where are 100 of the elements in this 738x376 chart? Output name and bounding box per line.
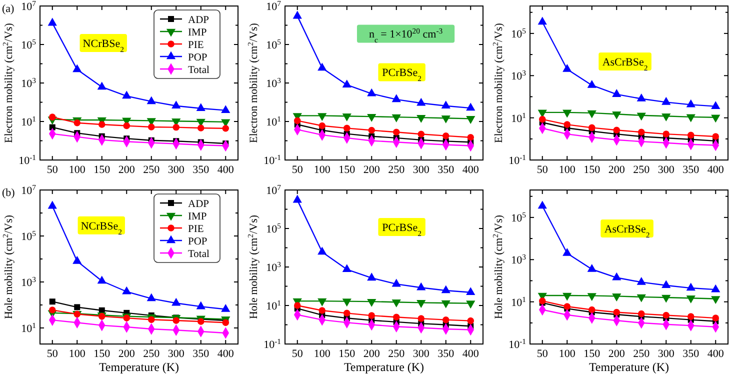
point — [392, 128, 400, 136]
legend-label: PIE — [188, 224, 204, 235]
point — [636, 294, 646, 302]
point — [148, 124, 155, 130]
point — [441, 285, 450, 294]
point — [587, 264, 596, 272]
y-tick-label: 10$^{3}$ — [266, 76, 282, 90]
x-tick-label: 250 — [143, 348, 160, 360]
point — [196, 301, 206, 310]
y-tick-label: 10$^{3}$ — [266, 260, 282, 274]
point — [197, 124, 204, 132]
x-tick-label: 50 — [536, 348, 548, 360]
point — [74, 304, 80, 310]
x-tick-label: 300 — [658, 164, 675, 176]
point — [636, 94, 646, 102]
point — [367, 88, 376, 96]
point — [466, 287, 476, 296]
x-tick-label: 250 — [388, 348, 406, 360]
point — [712, 133, 720, 140]
x-tick-label: 350 — [438, 164, 455, 176]
x-tick-label: 300 — [412, 348, 430, 360]
point — [342, 80, 352, 88]
x-tick-label: 400 — [707, 164, 724, 176]
point — [318, 298, 327, 306]
point — [564, 121, 571, 128]
point — [442, 132, 450, 140]
point — [467, 134, 474, 141]
point — [318, 307, 326, 314]
x-tick-label: 200 — [608, 348, 626, 360]
point — [662, 130, 670, 138]
point — [416, 114, 426, 123]
y-tick-label: 10$^{-1}$ — [508, 336, 526, 351]
point — [466, 102, 476, 111]
point — [638, 128, 645, 136]
x-tick-label: 400 — [217, 348, 234, 360]
point — [122, 90, 132, 99]
x-tick-label: 300 — [412, 164, 430, 176]
x-tick-label: 150 — [584, 348, 601, 360]
point — [442, 316, 450, 324]
point — [49, 298, 56, 305]
point — [712, 314, 720, 322]
x-tick-label: 200 — [363, 164, 380, 176]
x-tick-label: 100 — [558, 348, 576, 360]
annotation: NCrBSe$_{2}$ — [80, 220, 122, 236]
point — [418, 130, 425, 138]
x-tick-label: 250 — [633, 348, 650, 360]
x-tick-label: 200 — [118, 164, 136, 176]
point — [98, 121, 106, 128]
point — [367, 272, 376, 281]
y-tick-label: 10$^{3}$ — [21, 274, 36, 289]
point — [294, 117, 301, 124]
point — [612, 89, 622, 97]
y-tick-label: 10$^{7}$ — [266, 182, 282, 197]
point — [612, 272, 622, 280]
point — [538, 16, 547, 25]
point — [587, 293, 596, 301]
annotation: PCrBSe$_{2}$ — [382, 67, 422, 83]
point — [392, 114, 401, 122]
point — [612, 294, 622, 302]
point — [441, 115, 450, 124]
y-tick-label: 10$^{1}$ — [21, 320, 36, 335]
point — [146, 96, 156, 104]
y-tick-label: 10$^{1}$ — [266, 298, 282, 312]
x-tick-label: 300 — [168, 348, 185, 360]
legend-label: IMP — [188, 28, 207, 38]
legend-label: POP — [188, 236, 208, 248]
point — [97, 276, 106, 284]
x-tick-label: 300 — [658, 348, 675, 360]
x-tick-label: 350 — [438, 348, 455, 360]
point — [587, 80, 596, 88]
y-tick-label: 10$^{5}$ — [511, 210, 526, 224]
point — [418, 315, 425, 322]
point — [392, 278, 401, 287]
x-tick-label: 100 — [314, 348, 331, 360]
point — [562, 292, 572, 301]
x-tick-label: 250 — [633, 164, 650, 176]
point — [662, 312, 670, 319]
point — [367, 114, 376, 122]
x-tick-label: 200 — [363, 348, 380, 360]
x-tick-label: 400 — [462, 164, 480, 176]
point — [638, 310, 645, 318]
point — [221, 304, 230, 312]
point — [72, 256, 82, 264]
x-tick-label: 350 — [192, 348, 210, 360]
text: (a) — [2, 3, 15, 15]
point — [711, 101, 720, 109]
point — [318, 62, 327, 71]
point — [368, 126, 376, 134]
point — [538, 200, 547, 209]
y-tick-label: 10$^{1}$ — [511, 294, 526, 309]
point — [416, 282, 426, 290]
y-tick-label: 10$^{3}$ — [511, 68, 526, 83]
y-tick-label: 10$^{-1}$ — [264, 336, 282, 351]
point — [222, 319, 230, 326]
point — [197, 318, 204, 325]
point — [146, 293, 156, 302]
point — [48, 18, 57, 26]
y-tick-label: 10$^{-1}$ — [264, 152, 282, 167]
point — [318, 122, 326, 130]
y-tick-label: 10$^{3}$ — [21, 76, 36, 90]
